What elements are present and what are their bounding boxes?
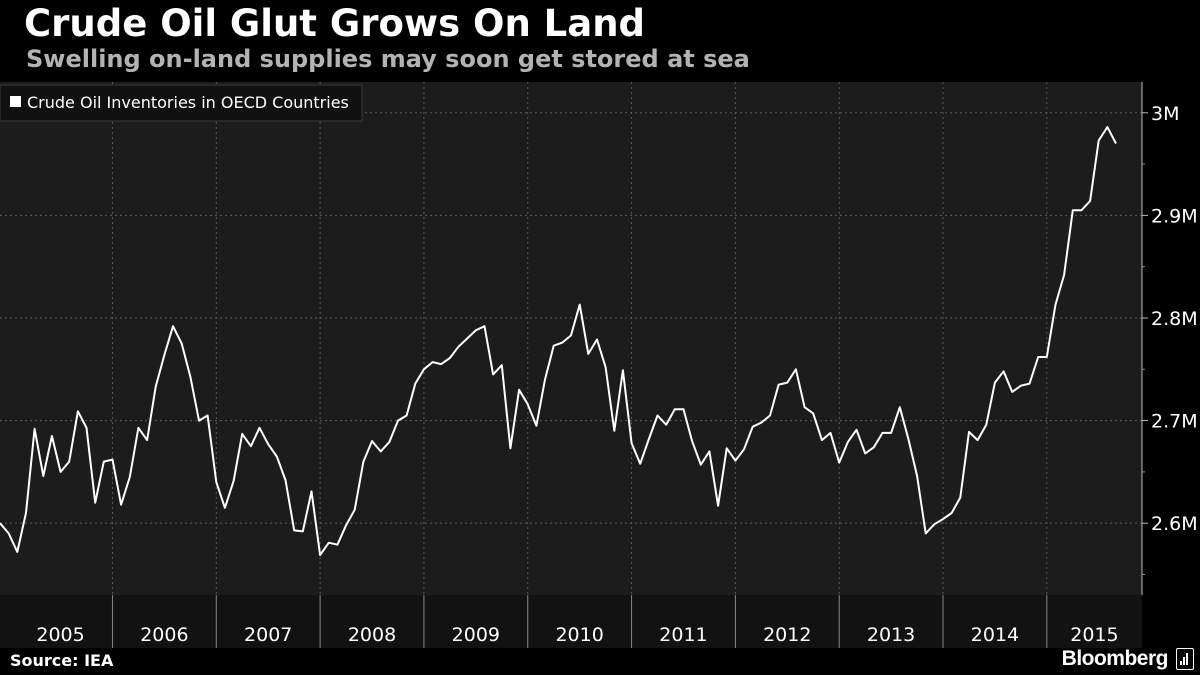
x-tick-label: 2014	[971, 624, 1019, 646]
y-tick-label: 2.7M	[1151, 411, 1198, 433]
brand-logo: Bloomberg	[1061, 647, 1169, 670]
x-tick-label: 2013	[867, 624, 915, 646]
legend: Crude Oil Inventories in OECD Countries	[0, 84, 363, 122]
series-line	[0, 126, 1117, 556]
y-axis: 2.6M 2.7M 2.8M 2.9M 3M	[1141, 82, 1198, 595]
x-axis: 2005 2006 2007 2008 2009 2010 2011 2012 2013 2014…	[36, 595, 1119, 648]
y-tick-label: 2.8M	[1151, 308, 1198, 330]
plot-background	[0, 82, 1142, 595]
source-note: Source: IEA	[10, 651, 114, 670]
x-tick-label: 2006	[140, 624, 188, 646]
x-tick-label: 2012	[763, 624, 811, 646]
chart-title: Crude Oil Glut Grows On Land	[24, 2, 646, 45]
grid-lines	[0, 82, 1142, 595]
y-tick-label: 2.9M	[1151, 205, 1198, 227]
x-tick-label: 2010	[555, 624, 603, 646]
x-tick-label: 2009	[452, 624, 500, 646]
legend-box	[0, 84, 363, 122]
legend-swatch	[10, 96, 21, 107]
x-tick-label: 2008	[348, 624, 396, 646]
y-tick-label: 2.6M	[1151, 513, 1198, 535]
chart-subtitle: Swelling on-land supplies may soon get s…	[26, 45, 750, 73]
legend-label: Crude Oil Inventories in OECD Countries	[27, 93, 349, 112]
x-tick-label: 2005	[36, 624, 84, 646]
x-tick-label: 2015	[1070, 624, 1118, 646]
x-tick-label: 2011	[659, 624, 707, 646]
x-axis-band	[0, 595, 1142, 648]
chart-icon	[1176, 648, 1194, 670]
y-tick-label: 3M	[1151, 103, 1179, 125]
x-tick-label: 2007	[244, 624, 292, 646]
